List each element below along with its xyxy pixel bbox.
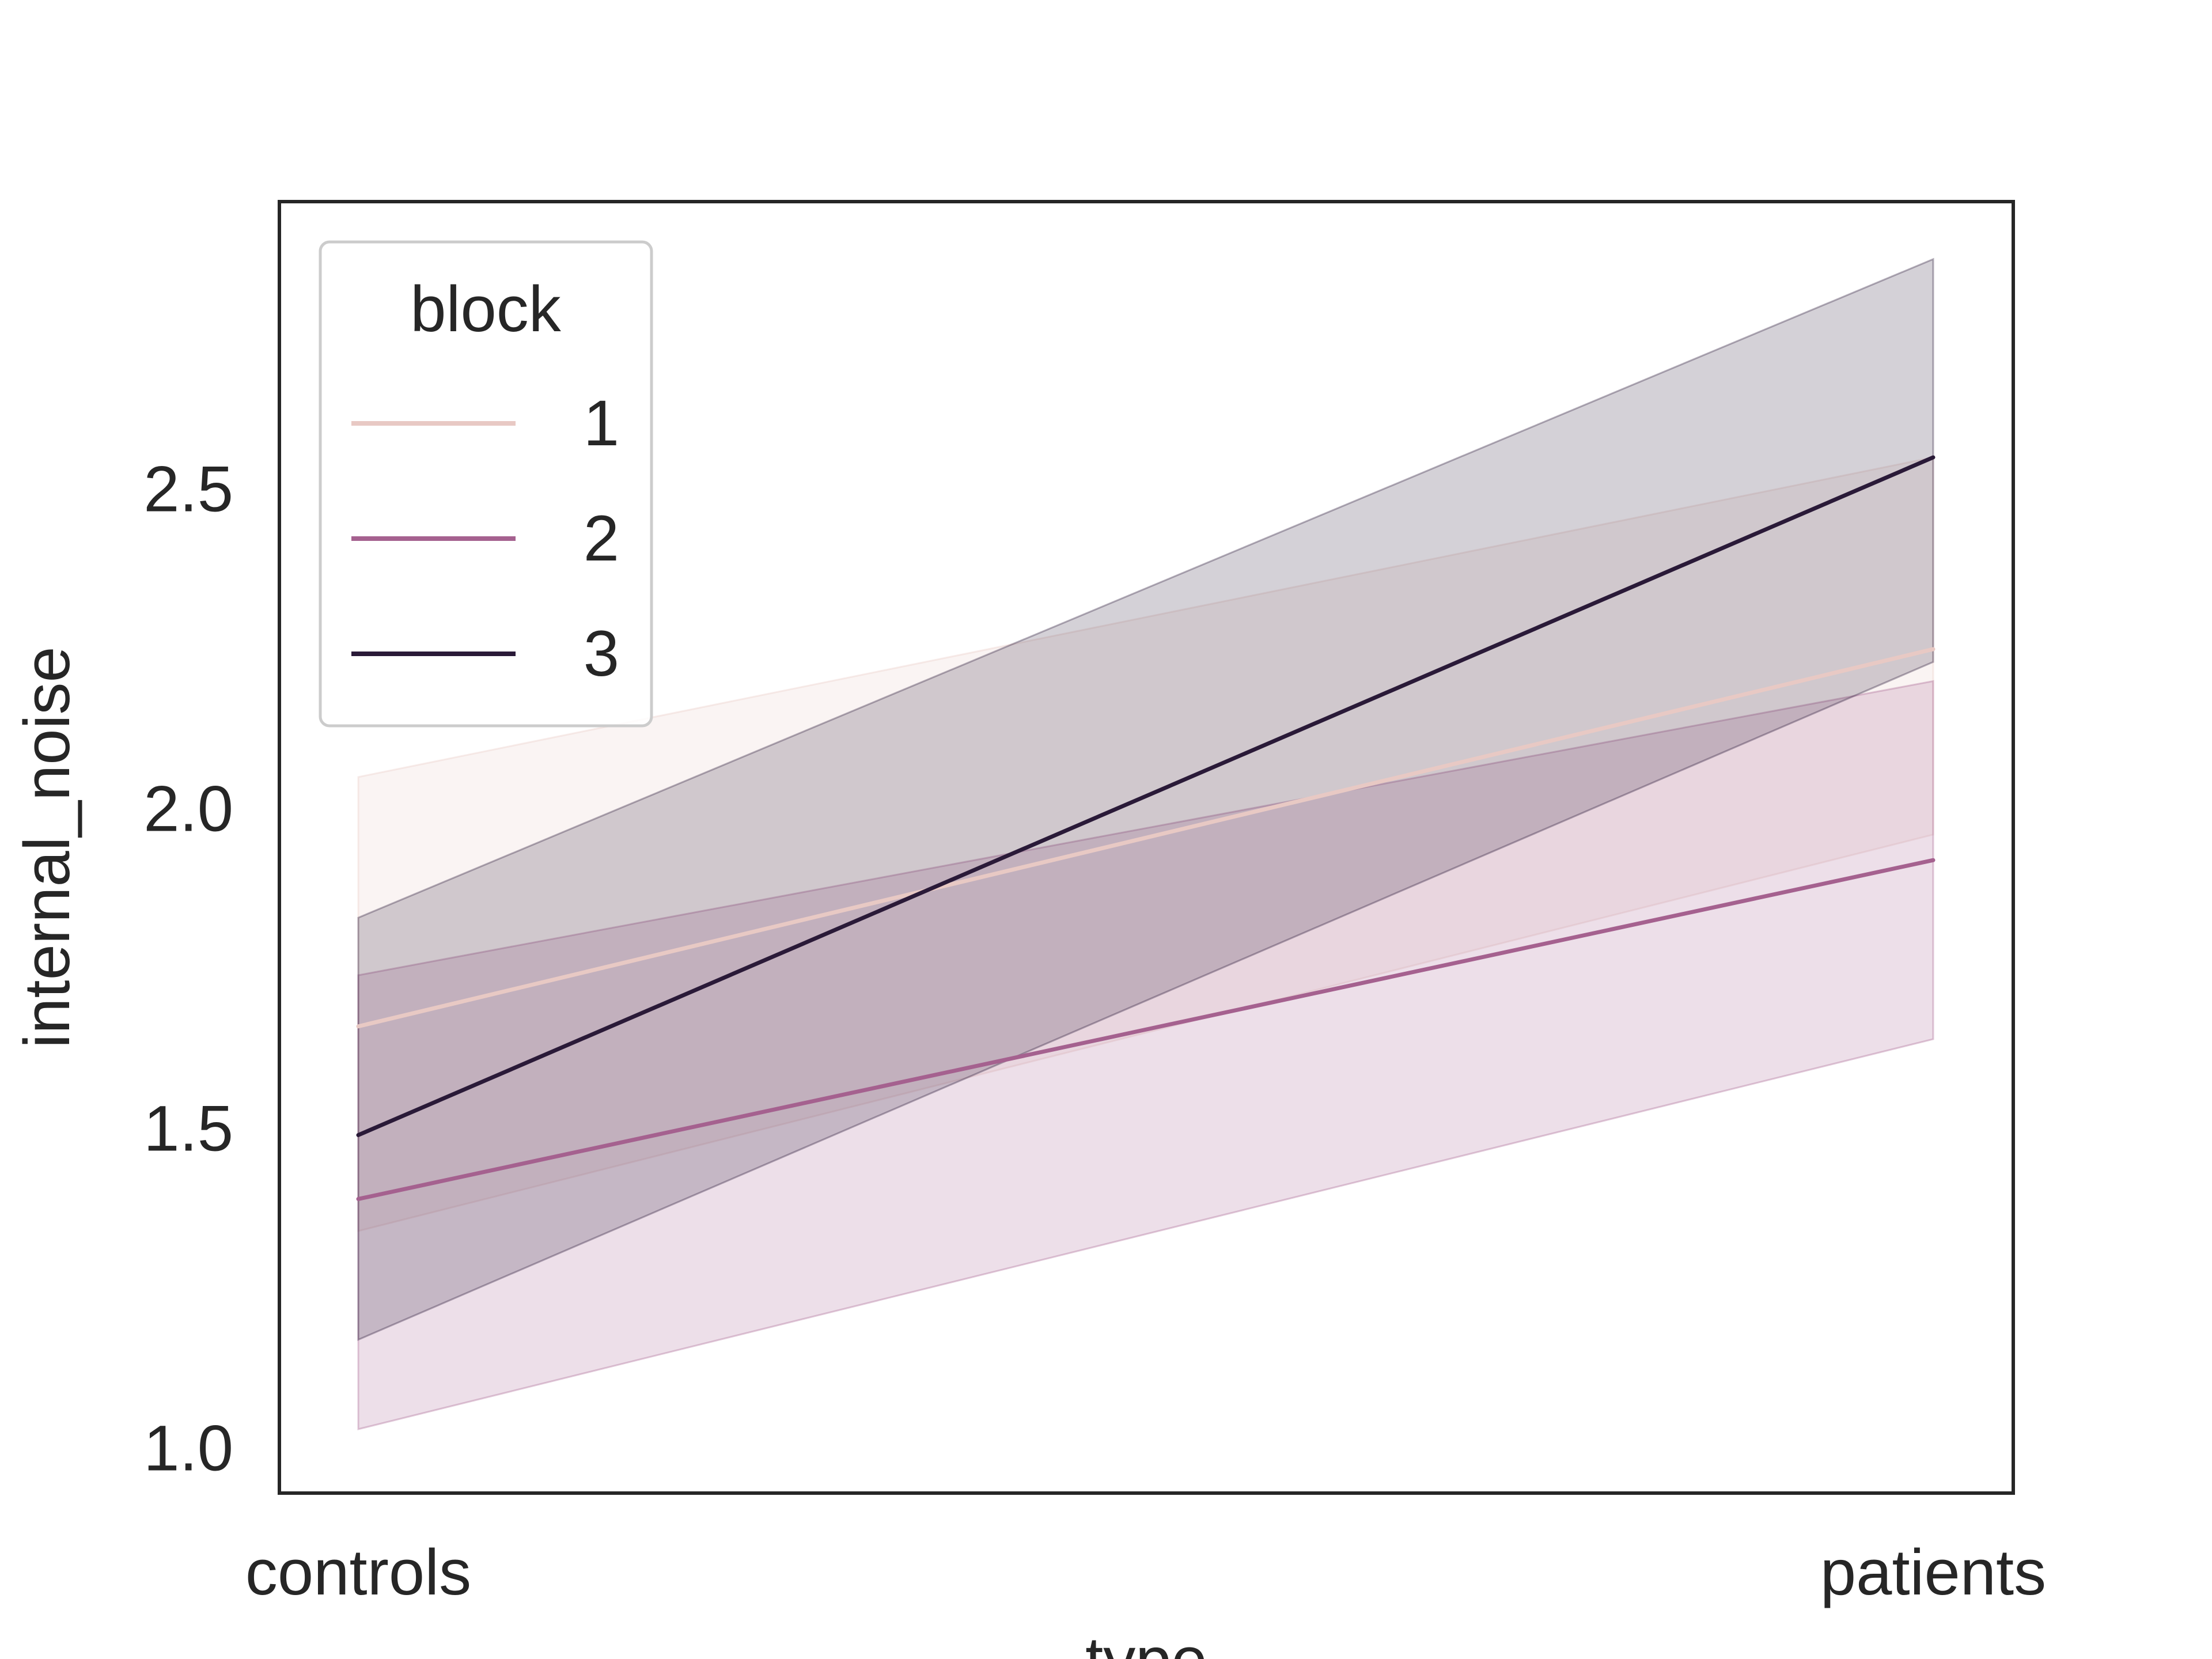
series-line-block-1 — [356, 647, 1936, 1029]
legend-items: 1 2 3 — [351, 387, 619, 690]
y-axis-label: internal_noise — [11, 646, 83, 1048]
ci-band-block-2 — [357, 680, 1934, 1430]
y-tick-label: 2.5 — [143, 453, 233, 525]
x-tick-label: controls — [245, 1536, 471, 1608]
series-line-block-3 — [356, 455, 1936, 1137]
legend: block 1 2 3 — [319, 240, 653, 728]
legend-label-block-2: 2 — [584, 502, 619, 574]
y-tick-label: 1.0 — [143, 1412, 233, 1484]
x-axis-ticks: controls patients — [245, 1536, 2046, 1608]
series-lines — [356, 455, 1936, 1201]
legend-label-block-1: 1 — [584, 387, 619, 459]
confidence-bands — [357, 257, 1934, 1430]
x-axis-label: type — [1085, 1624, 1207, 1659]
y-tick-label: 1.5 — [143, 1092, 233, 1164]
legend-title: block — [410, 273, 561, 345]
ci-band-block-1 — [357, 456, 1934, 1232]
y-axis-ticks: 1.0 1.5 2.0 2.5 — [143, 453, 233, 1484]
y-tick-label: 2.0 — [143, 772, 233, 844]
series-line-block-2 — [356, 858, 1936, 1201]
legend-label-block-3: 3 — [584, 618, 619, 690]
x-tick-label: patients — [1820, 1536, 2046, 1608]
plot-frame — [278, 200, 2015, 1495]
legend-box — [319, 240, 653, 728]
